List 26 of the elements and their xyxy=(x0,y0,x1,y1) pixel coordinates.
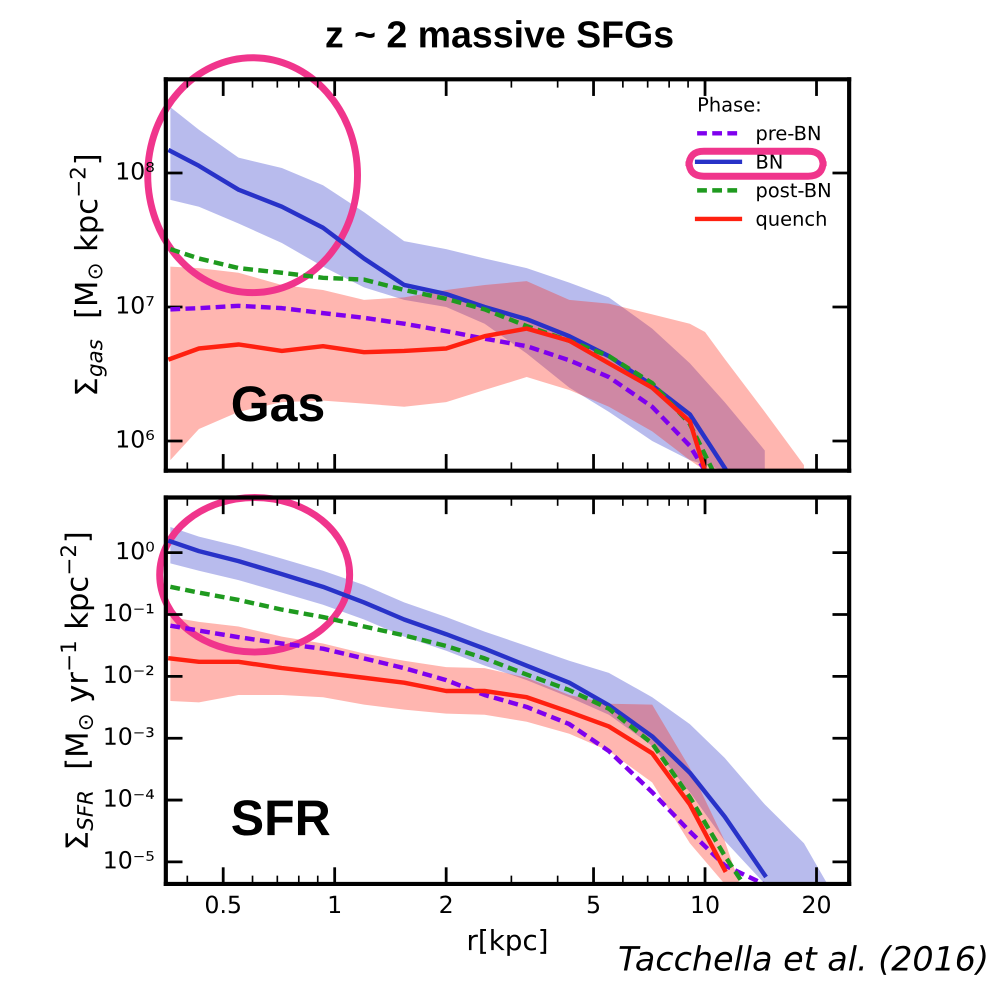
legend-label: pre-BN xyxy=(757,126,820,144)
annotation: SFR xyxy=(232,800,330,836)
x-tick-label: 5 xyxy=(588,896,599,914)
y-tick-label: 10⁻⁵ xyxy=(105,850,154,869)
text: Tacchella et al. (2016) xyxy=(619,945,986,975)
x-tick-label: 2 xyxy=(440,896,452,914)
y-tick-label: 10⁷ xyxy=(118,296,154,314)
y-tick-label: 10⁻³ xyxy=(105,727,154,746)
y-tick-label: 10⁻² xyxy=(105,665,154,684)
y-axis-title: Σ$_{gas}$ [M$_{⊙}$ kpc$^{−2}$] xyxy=(70,156,107,394)
text: Σ$_{SFR}$ [M$_{⊙}$ yr$^{−1}$ kpc$^{−2}$] xyxy=(60,534,94,848)
x-tick-label: 1 xyxy=(330,896,340,914)
chart-title: z ~ 2 massive SFGs xyxy=(326,20,673,48)
x-tick-label: 10 xyxy=(692,896,718,914)
legend-label: quench xyxy=(756,210,826,230)
x-tick-label: 0.5 xyxy=(206,896,240,914)
x-tick-label: 20 xyxy=(803,896,830,914)
annotation: Gas xyxy=(232,386,324,422)
y-tick-label: 10⁻⁴ xyxy=(105,789,154,807)
x-axis-title: r[kpc] xyxy=(468,929,546,956)
legend-title: Phase: xyxy=(699,96,760,112)
y-tick-label: 10⁻¹ xyxy=(105,604,154,622)
legend-label: BN xyxy=(757,154,782,169)
y-tick-label: 10⁶ xyxy=(118,430,154,448)
y-tick-label: 10⁰ xyxy=(118,542,154,560)
legend-label: post-BN xyxy=(757,183,830,202)
